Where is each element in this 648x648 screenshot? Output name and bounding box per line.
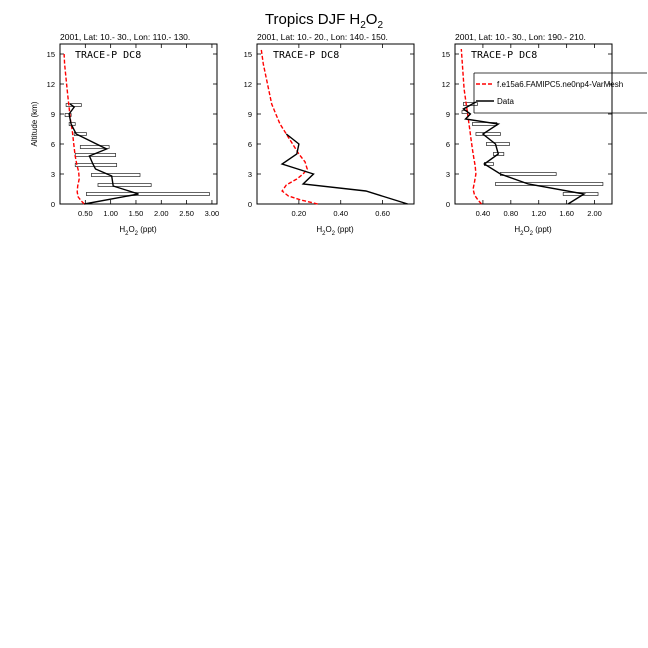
panel-subtitle: 2001, Lat: 10.- 20., Lon: 140.- 150. — [257, 32, 388, 42]
y-tick-label: 0 — [51, 200, 55, 209]
x-axis-label: H2O2 (ppt) — [119, 225, 157, 237]
data-series-line — [462, 101, 587, 205]
y-tick-label: 12 — [442, 80, 450, 89]
plot-frame — [59, 43, 218, 205]
x-axis-label: H2O2 (ppt) — [514, 225, 552, 237]
plot-frame — [256, 43, 415, 205]
campaign-label: TRACE-P DC8 — [75, 50, 141, 61]
x-tick-label: 0.50 — [78, 209, 93, 218]
y-tick-label: 6 — [248, 140, 252, 149]
y-tick-label: 15 — [47, 50, 55, 59]
figure-title: Tropics DJF H2O2 — [265, 11, 384, 31]
data-series-line — [280, 133, 408, 205]
data-range-bar — [79, 145, 110, 149]
x-tick-label: 2.00 — [154, 209, 169, 218]
y-tick-label: 12 — [47, 80, 55, 89]
y-tick-label: 3 — [248, 170, 252, 179]
x-tick-label: 2.50 — [179, 209, 194, 218]
plot-frame — [454, 43, 613, 205]
data-range-bar — [74, 163, 118, 167]
y-tick-label: 0 — [248, 200, 252, 209]
y-tick-label: 3 — [446, 170, 450, 179]
data-range-bar — [495, 182, 604, 186]
data-range-bar — [475, 132, 501, 136]
x-tick-label: 1.60 — [559, 209, 574, 218]
x-tick-label: 3.00 — [205, 209, 220, 218]
model-series-line — [63, 53, 85, 205]
legend: f.e15a6.FAMIPC5.ne0np4-VarMesh Data — [473, 72, 647, 114]
data-range-bar — [500, 172, 557, 176]
data-range-bar — [91, 173, 141, 177]
data-range-bar — [86, 192, 210, 196]
x-tick-label: 0.40 — [333, 209, 348, 218]
panel-2: 2001, Lat: 10.- 20., Lon: 140.- 150. TRA… — [244, 32, 415, 237]
x-tick-label: 0.40 — [476, 209, 491, 218]
campaign-label: TRACE-P DC8 — [273, 50, 339, 61]
legend-model-label: f.e15a6.FAMIPC5.ne0np4-VarMesh — [497, 80, 623, 89]
y-tick-label: 15 — [442, 50, 450, 59]
x-tick-label: 2.00 — [587, 209, 602, 218]
x-tick-label: 0.20 — [292, 209, 307, 218]
y-tick-label: 6 — [446, 140, 450, 149]
y-tick-label: 6 — [51, 140, 55, 149]
panel-subtitle: 2001, Lat: 10.- 30., Lon: 110.- 130. — [60, 32, 190, 42]
panel-1: 2001, Lat: 10.- 30., Lon: 110.- 130. TRA… — [30, 32, 219, 237]
y-tick-label: 9 — [248, 110, 252, 119]
y-tick-label: 3 — [51, 170, 55, 179]
panel-subtitle: 2001, Lat: 10.- 30., Lon: 190.- 210. — [455, 32, 586, 42]
x-tick-label: 1.50 — [129, 209, 144, 218]
panel-3: 2001, Lat: 10.- 30., Lon: 190.- 210. TRA… — [442, 32, 647, 237]
model-series-line — [260, 48, 318, 205]
y-tick-label: 9 — [446, 110, 450, 119]
data-range-bar — [97, 183, 152, 187]
data-range-bar — [64, 113, 72, 117]
y-tick-label: 15 — [244, 50, 252, 59]
x-tick-label: 1.20 — [531, 209, 546, 218]
x-tick-label: 0.60 — [375, 209, 390, 218]
data-range-bar — [486, 142, 510, 146]
x-axis-label: H2O2 (ppt) — [316, 225, 354, 237]
y-axis-label: Altitude (km) — [30, 101, 39, 146]
legend-data-label: Data — [497, 97, 514, 106]
data-series-line — [68, 103, 139, 205]
y-tick-label: 12 — [244, 80, 252, 89]
campaign-label: TRACE-P DC8 — [471, 50, 537, 61]
x-tick-label: 0.80 — [504, 209, 519, 218]
y-tick-label: 0 — [446, 200, 450, 209]
model-series-line — [460, 48, 483, 205]
y-tick-label: 9 — [51, 110, 55, 119]
x-tick-label: 1.00 — [103, 209, 118, 218]
